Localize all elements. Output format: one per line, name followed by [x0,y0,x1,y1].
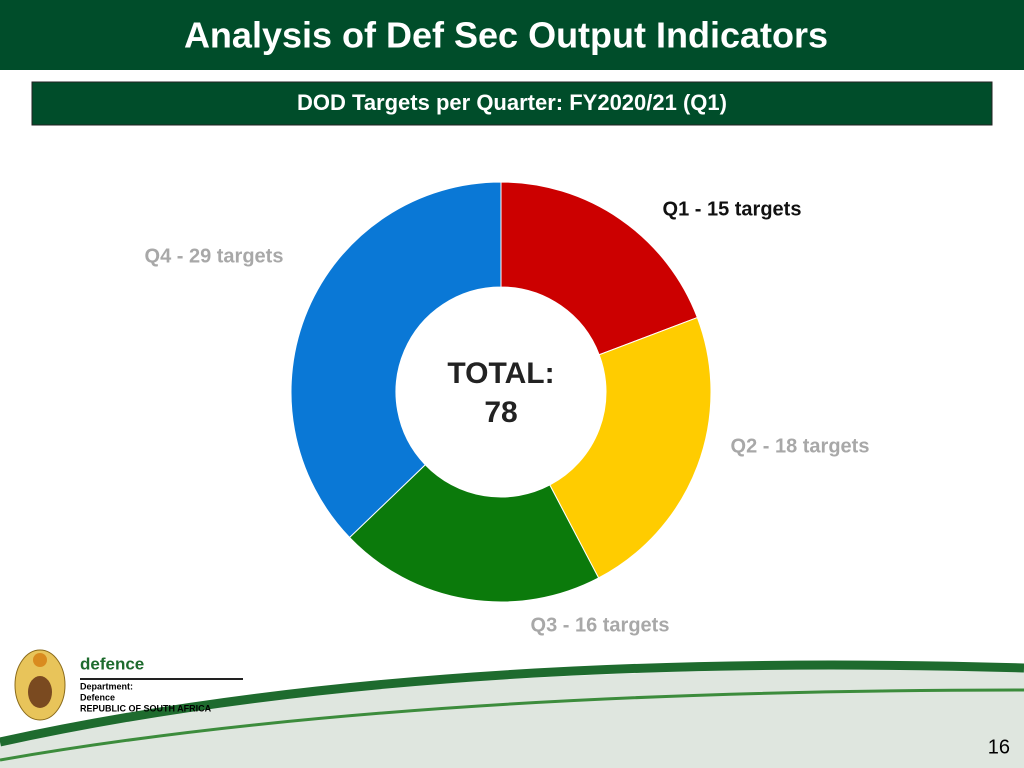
donut-segment [500,181,698,356]
logo-name: defence [80,654,144,673]
logo-line: Department: [80,681,133,691]
logo-line: REPUBLIC OF SOUTH AFRICA [80,703,212,713]
donut-chart: Q1 - 15 targets Q2 - 18 targets Q3 - 16 ta… [145,181,870,636]
footer-swoosh-thin [0,688,1024,762]
donut-segment [348,464,600,603]
data-label: Q4 - 29 targets [145,245,284,267]
logo-line: Defence [80,692,115,702]
footer-swoosh [0,660,1024,747]
center-label: TOTAL: [447,357,554,390]
title-bar [0,0,1024,70]
slide-title: Analysis of Def Sec Output Indicators [184,15,828,56]
slide-subtitle: DOD Targets per Quarter: FY2020/21 (Q1) [297,90,727,115]
donut-segment [549,316,712,579]
page-number: 16 [988,736,1010,758]
data-label: Q2 - 18 targets [731,435,870,457]
data-label: Q1 - 15 targets [663,198,802,220]
coat-of-arms [14,649,66,721]
footer-band [0,668,1024,768]
subtitle-bar [31,81,993,126]
data-label: Q3 - 16 targets [531,614,670,636]
donut-segment [290,181,502,539]
center-total: 78 [484,396,517,429]
